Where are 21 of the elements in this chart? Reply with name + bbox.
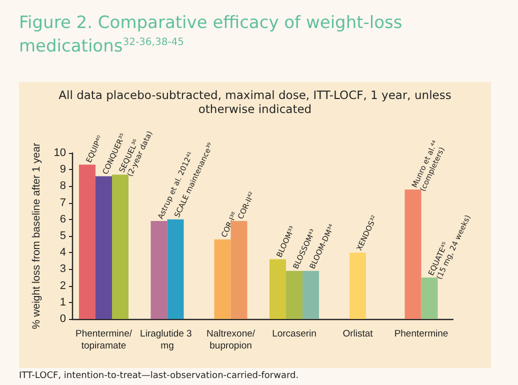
chart-title: Figure 2. Comparative efficacy of weight-loss medications$^{32-36,38-45}$ (19, 13, 404, 57)
x-tick-label: Phentermine/topiramate (75, 328, 132, 352)
x-tick-label: Liraglutide 3 mg (140, 328, 194, 352)
y-tick-label: 5 (60, 230, 66, 242)
y-tick-label: 6 (60, 213, 66, 226)
y-tick-label: 2 (60, 280, 66, 292)
y-tick-label: 0 (60, 313, 66, 325)
x-tick-label: Orlistat (342, 328, 374, 340)
y-tick-label: 4 (60, 246, 66, 259)
x-tick-label: Phentermine (394, 328, 448, 340)
y-tick-label: 8 (60, 180, 66, 192)
x-tick-label: Naltrexone/bupropion (206, 328, 256, 352)
y-tick-label: 7 (60, 196, 66, 209)
y-tick-label: 3 (60, 263, 66, 276)
y-axis-title: % weight loss from baseline after 1 year (30, 142, 42, 330)
x-tick-label: Lorcaserin (272, 328, 316, 340)
text: ITT-LOCF, intention-to-treat—last-observation-carried-forward. (19, 371, 299, 381)
chart-subtitle: All data placebo-subtracted, maximal dose, ITT-LOCF, 1 year, unless otherwise indicated (58, 88, 452, 116)
y-tick-label: 10 (54, 147, 66, 159)
y-tick-label: 1 (60, 296, 66, 308)
y-tick-label: 9 (60, 164, 66, 176)
